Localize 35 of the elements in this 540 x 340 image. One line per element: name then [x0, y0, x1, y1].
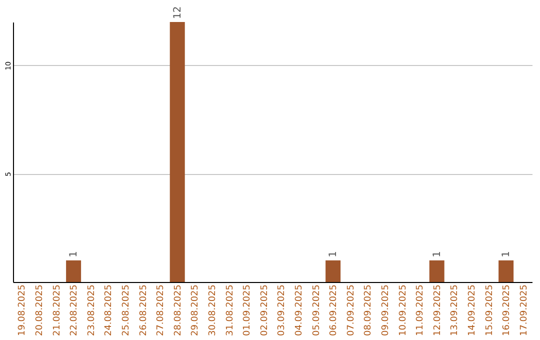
x-tick-label: 27.08.2025 [156, 284, 166, 336]
x-tick-label: 28.08.2025 [173, 284, 184, 336]
x-tick-label: 08.09.2025 [364, 284, 374, 336]
x-tick-label: 16.09.2025 [502, 284, 512, 336]
x-tick-label: 01.09.2025 [242, 284, 253, 336]
data-label: 1 [432, 250, 443, 258]
x-tick-label: 25.08.2025 [121, 284, 132, 336]
x-tick-label: 17.09.2025 [519, 284, 530, 336]
x-tick-label: 31.08.2025 [225, 284, 236, 336]
x-tick-label: 11.09.2025 [416, 284, 426, 336]
x-tick-label: 07.09.2025 [346, 284, 356, 336]
x-tick-label: 09.09.2025 [380, 284, 391, 336]
x-tick-label: 26.08.2025 [138, 284, 149, 336]
x-tick-label: 24.08.2025 [104, 284, 114, 336]
data-label: 1 [501, 250, 512, 258]
x-tick-label: 29.08.2025 [190, 284, 201, 336]
x-tick-label: 10.09.2025 [398, 284, 408, 336]
x-tick-label: 14.09.2025 [467, 284, 478, 336]
x-tick-label: 12.09.2025 [432, 284, 443, 336]
x-tick-label: 23.08.2025 [86, 284, 97, 336]
data-label: 12 [172, 6, 184, 19]
x-tick-label: 21.08.2025 [52, 284, 62, 336]
data-label: 1 [328, 250, 340, 258]
x-tick-label: 19.08.2025 [18, 284, 28, 336]
x-tick-label: 03.09.2025 [277, 284, 288, 336]
data-label: 1 [68, 250, 80, 258]
x-tick-label: 20.08.2025 [34, 284, 45, 336]
x-tick-label: 06.09.2025 [329, 284, 340, 336]
x-tick-label: 30.08.2025 [208, 284, 218, 336]
x-tick-label: 05.09.2025 [312, 284, 322, 336]
x-tick-label: 13.09.2025 [450, 284, 460, 336]
x-tick-label: 22.08.2025 [70, 284, 80, 336]
x-tick-label: 04.09.2025 [294, 284, 304, 336]
x-tick-label: 15.09.2025 [484, 284, 495, 336]
x-tick-label: 02.09.2025 [260, 284, 270, 336]
